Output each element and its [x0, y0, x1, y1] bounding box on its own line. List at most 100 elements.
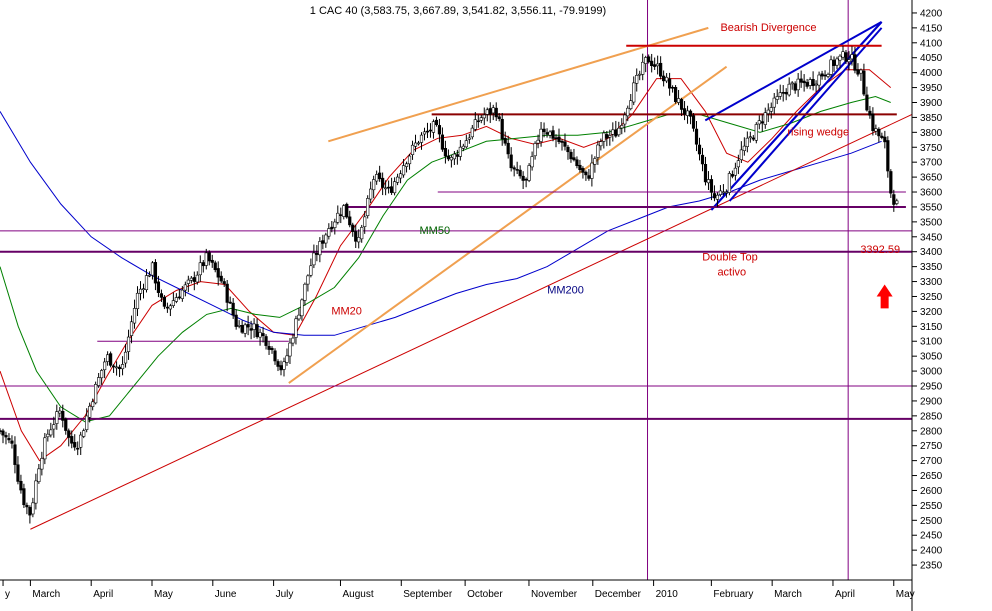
price-bar-body: [276, 361, 280, 367]
price-bar-body: [473, 119, 477, 130]
price-bar-body: [318, 241, 322, 256]
price-bar-body: [354, 231, 358, 242]
price-bar-body: [264, 336, 268, 346]
price-bar-body: [530, 156, 534, 168]
price-bar-body: [76, 447, 80, 450]
annotation-label: MM200: [547, 284, 584, 296]
y-tick-label: 3500: [920, 217, 943, 228]
price-bar-body: [721, 191, 726, 194]
price-bar-body: [103, 361, 107, 371]
price-bar-body: [841, 51, 845, 58]
price-bar-body: [892, 194, 896, 205]
price-bar-body: [422, 131, 427, 135]
price-bar-body: [243, 324, 247, 334]
price-bar-body: [593, 158, 597, 165]
price-bar-body: [545, 132, 549, 135]
price-bar-body: [46, 433, 50, 438]
annotation-label: rising wedge: [787, 126, 849, 138]
price-bar-body: [306, 275, 310, 285]
price-bar-body: [673, 87, 678, 103]
x-tick-label: August: [342, 589, 373, 600]
price-bar-body: [506, 142, 510, 155]
price-bar-body: [413, 142, 418, 147]
price-bar-body: [503, 138, 507, 144]
price-bar-body: [31, 502, 35, 515]
price-bar-body: [805, 82, 809, 87]
annotation-label: MM50: [420, 225, 451, 237]
price-bar-body: [766, 109, 770, 114]
y-tick-label: 2600: [920, 486, 943, 497]
x-tick-label: April: [93, 589, 113, 600]
price-bar-body: [285, 355, 289, 363]
price-bar-body: [309, 265, 313, 276]
price-bar-body: [34, 480, 38, 504]
y-tick-label: 2850: [920, 411, 943, 422]
price-bar-body: [135, 292, 140, 310]
price-bar-body: [294, 318, 298, 338]
price-bar-body: [629, 100, 633, 109]
price-bar-body: [387, 186, 391, 189]
price-bar-body: [37, 468, 41, 483]
price-bar-body: [575, 159, 579, 167]
price-bar-body: [611, 129, 615, 135]
y-tick-label: 2450: [920, 531, 943, 542]
price-bar-body: [144, 275, 149, 291]
price-bar-body: [4, 435, 8, 438]
y-tick-label: 3700: [920, 158, 943, 169]
price-bar-body: [381, 177, 385, 188]
trendline: [710, 21, 883, 211]
price-bar-body: [754, 124, 758, 141]
y-tick-label: 3100: [920, 337, 943, 348]
price-bar-body: [844, 52, 848, 62]
price-bar-body: [398, 173, 403, 179]
price-bar-body: [261, 333, 265, 337]
price-bar-body: [835, 58, 839, 66]
y-tick-label: 3600: [920, 188, 943, 199]
annotation-label: 3392.59: [860, 244, 900, 256]
price-bar-body: [748, 136, 752, 139]
price-bar-body: [419, 134, 424, 143]
price-bar-body: [153, 262, 158, 284]
price-bar-body: [638, 73, 642, 76]
price-bar-body: [608, 135, 612, 138]
price-bar-body: [584, 171, 588, 176]
price-bar-body: [219, 275, 223, 282]
y-tick-label: 3850: [920, 113, 943, 124]
y-tick-label: 2950: [920, 382, 943, 393]
price-bar-body: [171, 300, 175, 306]
price-bar-body: [378, 172, 382, 180]
price-bar-body: [458, 146, 462, 157]
price-bar-body: [688, 110, 693, 117]
price-bar-body: [694, 128, 699, 145]
price-bar-body: [273, 350, 277, 362]
x-tick-label: April: [835, 589, 855, 600]
series-line-mm50: [0, 95, 891, 423]
price-bar-body: [390, 186, 394, 193]
price-bar-body: [760, 121, 764, 124]
y-tick-label: 2900: [920, 396, 943, 407]
y-tick-label: 3900: [920, 98, 943, 109]
price-bar-body: [769, 107, 773, 112]
price-bar-body: [150, 262, 155, 276]
price-bar-body: [614, 129, 618, 137]
price-bar-body: [366, 198, 370, 216]
price-bar-body: [252, 323, 256, 330]
up-arrow-icon: [876, 284, 893, 309]
price-bar-body: [479, 117, 483, 121]
price-bar-body: [162, 296, 167, 307]
price-bar-body: [659, 62, 663, 77]
price-bar-body: [682, 108, 687, 115]
price-bar-body: [372, 179, 376, 191]
price-bar-body: [670, 86, 675, 89]
price-bar-body: [324, 234, 328, 244]
x-tick-label: y: [5, 589, 10, 600]
price-bar-body: [859, 69, 863, 74]
price-bar-body: [363, 216, 367, 227]
price-bar-body: [132, 308, 137, 324]
price-bar-body: [488, 108, 492, 115]
price-bar-body: [880, 135, 884, 138]
price-bar-body: [234, 314, 238, 327]
price-bar-body: [106, 354, 110, 362]
price-bar-body: [138, 288, 143, 294]
annotation-label: MM20: [331, 305, 362, 317]
